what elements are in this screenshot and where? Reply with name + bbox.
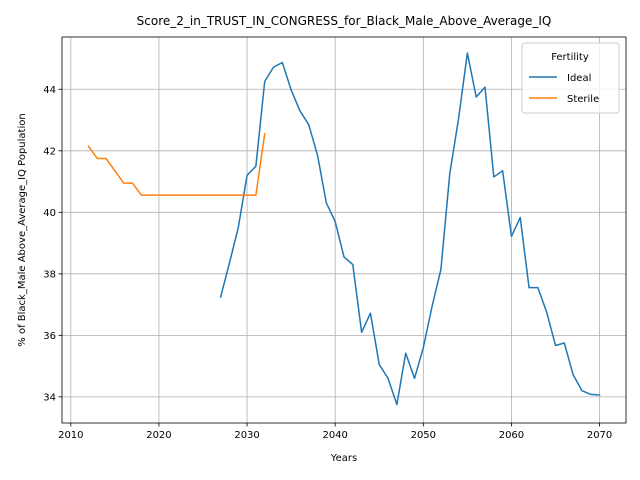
x-axis: 2010 2020 2030 2040 2050 2060 2070 bbox=[58, 423, 612, 441]
x-tick-label: 2010 bbox=[58, 430, 83, 441]
y-tick-label: 40 bbox=[43, 208, 56, 219]
x-tick-label: 2030 bbox=[234, 430, 259, 441]
x-axis-label: Years bbox=[330, 453, 357, 464]
y-tick-label: 42 bbox=[43, 146, 56, 157]
legend-title: Fertility bbox=[551, 52, 589, 63]
x-tick-label: 2040 bbox=[322, 430, 347, 441]
y-tick-label: 38 bbox=[43, 269, 56, 280]
legend-label-sterile: Sterile bbox=[567, 94, 599, 105]
y-tick-label: 34 bbox=[43, 392, 56, 403]
x-tick-label: 2020 bbox=[146, 430, 171, 441]
x-tick-label: 2060 bbox=[499, 430, 524, 441]
grid-lines bbox=[62, 37, 626, 423]
legend-box bbox=[521, 42, 620, 114]
y-axis: 34 36 38 40 42 44 bbox=[43, 85, 62, 403]
series-layer bbox=[87, 52, 601, 406]
x-tick-label: 2070 bbox=[587, 430, 612, 441]
chart-title: Score_2_in_TRUST_IN_CONGRESS_for_Black_M… bbox=[137, 14, 552, 28]
y-tick-label: 44 bbox=[43, 85, 56, 96]
y-axis-label: % of Black_Male Above_Average_IQ Populat… bbox=[17, 113, 28, 346]
x-tick-label: 2050 bbox=[411, 430, 436, 441]
plot-frame bbox=[61, 36, 627, 424]
legend: Fertility Ideal Sterile bbox=[521, 42, 620, 114]
y-tick-label: 36 bbox=[43, 331, 56, 342]
series-line-sterile bbox=[87, 133, 266, 196]
series-line-ideal bbox=[219, 52, 601, 406]
legend-label-ideal: Ideal bbox=[567, 73, 591, 84]
